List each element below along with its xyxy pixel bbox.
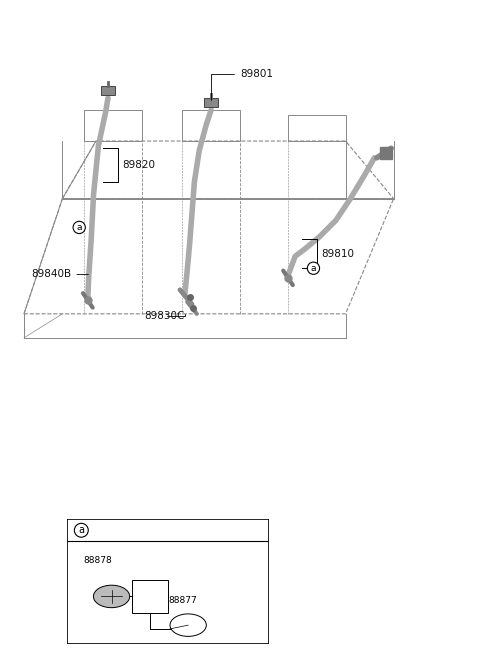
Text: 89830C: 89830C <box>144 311 185 321</box>
Text: 89810: 89810 <box>322 249 355 259</box>
Text: a: a <box>311 263 316 273</box>
FancyBboxPatch shape <box>132 580 168 612</box>
Text: 89840B: 89840B <box>31 269 88 279</box>
Circle shape <box>94 585 130 608</box>
FancyBboxPatch shape <box>204 99 218 107</box>
Text: 89801: 89801 <box>211 69 273 100</box>
FancyBboxPatch shape <box>67 519 269 644</box>
FancyBboxPatch shape <box>101 86 115 95</box>
Circle shape <box>170 614 206 637</box>
Text: a: a <box>78 525 84 535</box>
Text: 88878: 88878 <box>84 556 112 566</box>
Text: 89820: 89820 <box>122 160 156 170</box>
Text: a: a <box>76 223 82 232</box>
Text: 88877: 88877 <box>168 596 197 604</box>
